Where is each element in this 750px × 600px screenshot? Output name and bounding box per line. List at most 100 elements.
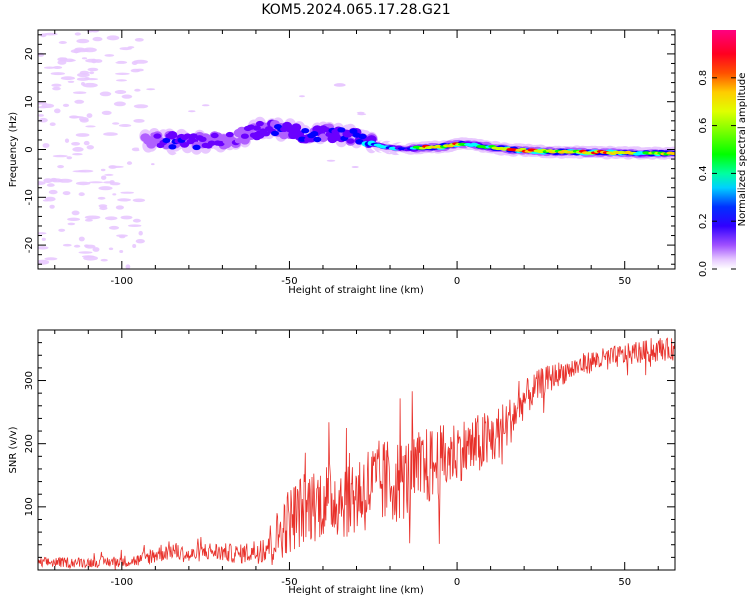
- spectrogram-noise-blob: [118, 124, 132, 127]
- spectrogram-noise-blob: [117, 198, 131, 202]
- spectrogram-noise-blob: [119, 167, 128, 172]
- spectrogram-ridge-cell: [147, 142, 156, 149]
- spectrogram-noise-blob: [326, 159, 336, 162]
- spectrogram-noise-blob: [41, 237, 46, 241]
- colorbar-tick-label: 0.4: [698, 165, 709, 181]
- spectrogram-noise-blob: [356, 111, 365, 114]
- spectrogram-noise-blob: [120, 215, 133, 220]
- spectrogram-noise-blob: [67, 80, 75, 83]
- spectrogram-noise-blob: [106, 35, 120, 41]
- spectrogram-noise-blob: [64, 138, 70, 143]
- colorbar-gradient: [712, 30, 736, 269]
- spectrogram-noise-blob: [88, 181, 104, 184]
- spectrogram-isolated-blob: [333, 83, 346, 87]
- spectrogram-noise-blob: [101, 110, 112, 115]
- spectrogram-noise-blob: [49, 204, 55, 209]
- spectrogram-noise-blob: [101, 175, 107, 180]
- spectrogram-noise-blob: [51, 83, 62, 87]
- spectrogram-noise-blob: [125, 204, 131, 208]
- spectrogram-noise-blob: [67, 217, 81, 221]
- spectrogram-noise-blob: [103, 132, 118, 136]
- spectrogram-noise-blob: [132, 198, 146, 203]
- spectrogram-noise-blob: [72, 153, 83, 156]
- spectrogram-noise-blob: [108, 165, 117, 169]
- spectrogram-ridge-cell: [222, 138, 231, 145]
- spectrogram-noise-blob: [84, 218, 93, 222]
- spectrogram-noise-blob: [74, 99, 85, 104]
- spectrogram-noise-blob: [135, 239, 145, 244]
- spectrogram-noise-blob: [84, 215, 101, 220]
- spectrogram-noise-blob: [132, 218, 141, 223]
- spectrogram-noise-blob: [87, 67, 99, 72]
- spectrogram-noise-blob: [38, 114, 44, 117]
- spectrogram-noise-blob: [69, 59, 76, 62]
- colorbar-label: Normalized spectral amplitude: [737, 73, 748, 227]
- spectrogram-ridge-cell: [301, 128, 310, 134]
- spectrogram-noise-blob: [115, 79, 128, 82]
- spectrogram-noise-blob: [98, 186, 113, 191]
- snr-xtick-label: -50: [281, 577, 297, 588]
- spectrogram-noise-blob: [104, 173, 114, 176]
- spectrogram-ridge-cell: [144, 135, 153, 141]
- spectrogram-noise-blob: [52, 66, 63, 69]
- spectrogram-noise-blob: [135, 68, 144, 72]
- spectrogram-noise-blob: [81, 82, 85, 86]
- snr-ticks: -100 -50 0 50 100 200 300: [24, 329, 675, 588]
- spectrogram-noise-blob: [57, 165, 64, 169]
- spectrogram-noise-blob: [133, 119, 145, 123]
- spectrogram-noise-blob: [115, 205, 124, 210]
- spectrogram-noise-blob: [67, 222, 76, 226]
- spectrogram-noise-blob: [86, 145, 95, 150]
- colorbar-ticks: 0.0 0.2 0.4 0.6 0.8: [698, 70, 736, 277]
- spectrogram-noise-blob: [132, 244, 137, 248]
- spectrogram-ridge-cell: [249, 132, 258, 138]
- spectrogram-noise-blob: [57, 60, 67, 65]
- snr-ytick-label: 200: [24, 434, 35, 453]
- spectrogram-noise-blob: [38, 246, 49, 250]
- spectrogram-ridge-cell: [168, 144, 177, 150]
- spectrogram-xtick-label: 50: [618, 276, 631, 287]
- spectrogram-noise-blob: [54, 247, 62, 253]
- spectrogram-noise-blob: [81, 57, 88, 60]
- spectrogram-ridge-cell: [343, 132, 352, 138]
- spectrogram-noise-blob: [71, 210, 80, 216]
- spectrogram-ridge-cell: [669, 152, 675, 155]
- colorbar-tick-label: 0.2: [698, 213, 709, 229]
- spectrogram-noise-blob: [75, 133, 90, 137]
- colorbar-tick-label: 0.8: [698, 70, 709, 86]
- spectrogram-ytick-label: -10: [24, 189, 35, 205]
- spectrogram-xtick-label: -50: [281, 276, 297, 287]
- spectrogram-noise-blob: [43, 66, 56, 69]
- spectrogram-ridge-cell: [310, 131, 319, 137]
- spectrogram-noise-blob: [99, 91, 112, 97]
- spectrogram-noise-blob: [75, 181, 91, 186]
- spectrogram-ridge-cell: [292, 128, 301, 134]
- spectrogram-ytick-label: 20: [24, 48, 35, 61]
- spectrogram-ylabel: Frequency (Hz): [8, 112, 19, 188]
- spectrogram-xlabel: Height of straight line (km): [288, 285, 424, 296]
- spectrogram-ridge-cell: [322, 127, 331, 133]
- spectrogram-ridge-cell: [358, 133, 367, 140]
- spectrogram-noise-blob: [50, 134, 58, 137]
- spectrogram-marks: [38, 30, 675, 269]
- spectrogram-noise-blob: [92, 36, 103, 42]
- spectrogram-noise-blob: [79, 70, 90, 75]
- spectrogram-noise-blob: [113, 101, 126, 107]
- spectrogram-noise-blob: [75, 64, 91, 67]
- snr-ytick-label: 100: [24, 497, 35, 516]
- spectrogram-noise-blob: [134, 38, 144, 42]
- spectrogram-ridge-cell: [289, 132, 298, 138]
- spectrogram-noise-blob: [146, 88, 156, 91]
- spectrogram-ridge-cell: [352, 132, 361, 138]
- spectrogram-noise-blob: [138, 230, 143, 236]
- spectrogram-noise-blob: [126, 236, 132, 241]
- spectrogram-noise-blob: [78, 236, 85, 242]
- spectrogram-noise-blob: [43, 32, 58, 36]
- spectrogram-noise-blob: [351, 166, 359, 168]
- spectrogram-ridge-cell: [219, 134, 228, 140]
- spectrogram-noise-blob: [59, 53, 73, 58]
- spectrogram-noise-blob: [71, 162, 78, 166]
- spectrogram-ridge-cell: [355, 139, 364, 145]
- spectrogram-noise-blob: [73, 91, 87, 94]
